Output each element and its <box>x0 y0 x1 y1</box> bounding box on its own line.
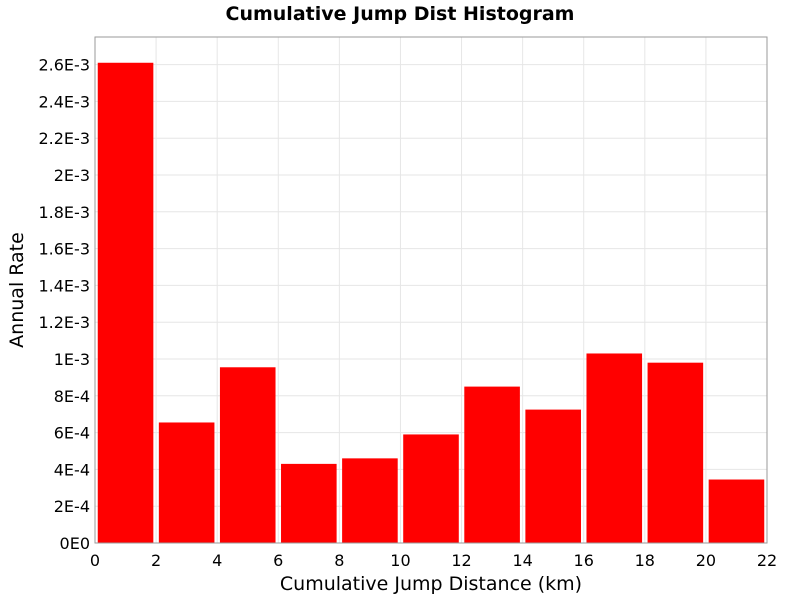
y-tick-labels: 0E0 2E-4 4E-4 6E-4 8E-4 1E-3 1.2E-3 1.4E-3 1.6E-… <box>38 56 90 553</box>
x-tick-label: 22 <box>757 551 777 570</box>
histogram-bar <box>158 422 215 543</box>
histogram-bar <box>586 353 643 543</box>
histogram-bar <box>281 463 337 543</box>
y-tick-label: 2.4E-3 <box>38 92 90 111</box>
x-tick-label: 18 <box>635 551 655 570</box>
x-axis-label: Cumulative Jump Distance (km) <box>280 573 582 595</box>
x-tick-label: 2 <box>151 551 161 570</box>
y-axis-label: Annual Rate <box>6 232 28 348</box>
histogram-bar <box>342 458 398 543</box>
histogram-bar <box>464 386 520 543</box>
chart-title: Cumulative Jump Dist Histogram <box>226 3 575 25</box>
histogram-bar <box>647 362 704 543</box>
bars <box>97 62 765 543</box>
x-tick-label: 0 <box>90 551 100 570</box>
x-tick-label: 10 <box>390 551 410 570</box>
y-tick-label: 1.8E-3 <box>38 203 90 222</box>
y-tick-label: 1E-3 <box>54 350 90 369</box>
y-tick-label: 2E-4 <box>54 497 90 516</box>
y-tick-label: 2.2E-3 <box>38 129 90 148</box>
x-tick-label: 8 <box>334 551 344 570</box>
plot-frame <box>94 36 768 544</box>
y-tick-label: 2.6E-3 <box>38 56 90 75</box>
y-tick-label: 1.2E-3 <box>38 313 90 332</box>
y-tick-label: 6E-4 <box>54 424 90 443</box>
histogram-bar <box>403 434 459 543</box>
histogram-bar <box>219 367 276 543</box>
histogram-bar <box>708 479 765 543</box>
x-tick-label: 20 <box>696 551 716 570</box>
histogram-bar <box>525 409 581 543</box>
x-tick-label: 16 <box>574 551 594 570</box>
y-tick-label: 0E0 <box>60 534 90 553</box>
y-tick-label: 2E-3 <box>54 166 90 185</box>
x-tick-label: 4 <box>212 551 222 570</box>
histogram-bar <box>97 62 154 543</box>
y-tick-label: 1.4E-3 <box>38 276 90 295</box>
y-tick-label: 4E-4 <box>54 460 90 479</box>
x-tick-labels: 0 2 4 6 8 10 12 14 16 18 20 22 <box>90 551 777 570</box>
x-tick-label: 12 <box>451 551 471 570</box>
x-tick-label: 14 <box>512 551 532 570</box>
y-tick-label: 8E-4 <box>54 387 90 406</box>
y-tick-label: 1.6E-3 <box>38 240 90 259</box>
x-tick-label: 6 <box>273 551 283 570</box>
